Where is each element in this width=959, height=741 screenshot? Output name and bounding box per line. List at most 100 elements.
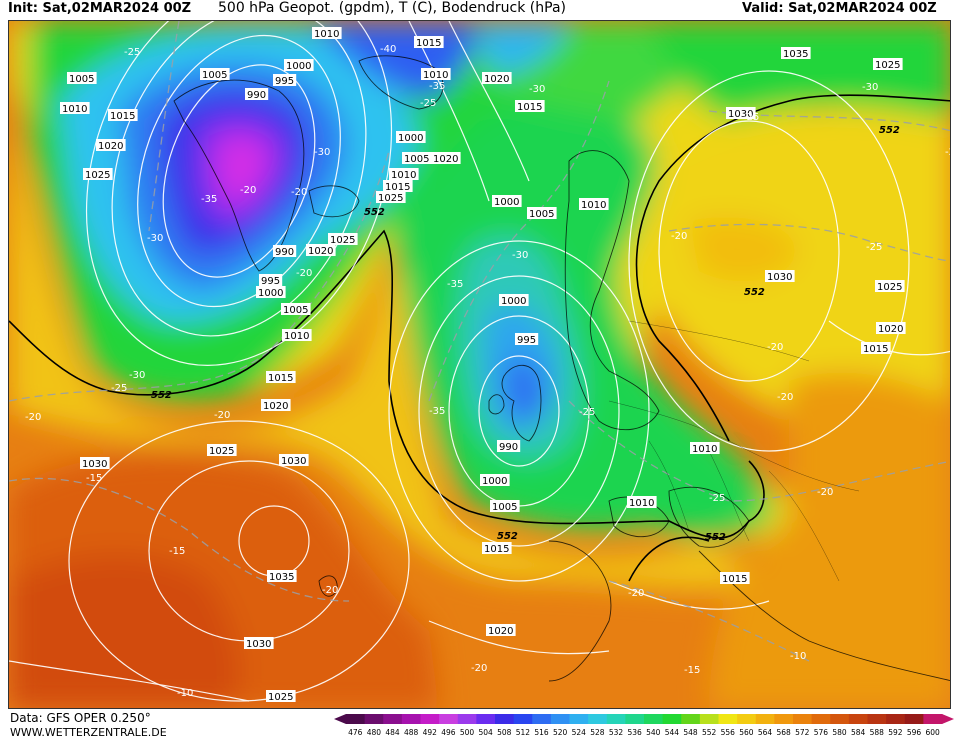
pressure-label-box bbox=[383, 180, 413, 192]
temperature-label: -20 bbox=[214, 410, 230, 421]
pressure-label-text: 1030 bbox=[246, 639, 271, 650]
temperature-label: -20 bbox=[471, 663, 487, 674]
pressure-label: 990 bbox=[497, 440, 521, 453]
temperature-label-text: -20 bbox=[767, 342, 783, 353]
pressure-label-text: 1010 bbox=[581, 200, 606, 211]
pressure-label-text: 1005 bbox=[404, 154, 429, 165]
temperature-label: -20 bbox=[25, 412, 41, 423]
temperature-label-text: -15 bbox=[169, 546, 185, 557]
temperature-label-text: -30 bbox=[512, 250, 528, 261]
pressure-label: 1030 bbox=[80, 457, 110, 470]
pressure-label: 1020 bbox=[96, 139, 126, 152]
pressure-label-text: 1010 bbox=[284, 331, 309, 342]
pressure-label-text: 1015 bbox=[517, 102, 542, 113]
colorbar-tick-label: 544 bbox=[665, 728, 680, 737]
temperature-label: -25 bbox=[420, 98, 436, 109]
pressure-label-box bbox=[245, 88, 269, 100]
pressure-label: 1015 bbox=[414, 36, 444, 49]
pressure-label-text: 995 bbox=[261, 276, 280, 287]
colorbar-tick-label: 548 bbox=[683, 728, 698, 737]
pressure-label-box bbox=[876, 322, 906, 334]
pressure-label-box bbox=[67, 72, 97, 84]
pressure-label: 1025 bbox=[266, 690, 296, 703]
pressure-label-text: 1005 bbox=[69, 74, 94, 85]
pressure-label: 1025 bbox=[207, 444, 237, 457]
temperature-label-text: -35 bbox=[201, 194, 217, 205]
pressure-label-box bbox=[266, 690, 296, 702]
temperature-label: -20 bbox=[671, 231, 687, 242]
pressure-label-text: 1015 bbox=[722, 574, 747, 585]
temperature-label: -30 bbox=[129, 370, 145, 381]
temperature-label-text: -40 bbox=[380, 44, 396, 55]
pressure-label-text: 1025 bbox=[85, 170, 110, 181]
site-credit: WWW.WETTERZENTRALE.DE bbox=[10, 726, 167, 739]
pressure-label-text: 1015 bbox=[110, 111, 135, 122]
pressure-label: 1010 bbox=[312, 27, 342, 40]
colorbar-tick-label: 596 bbox=[907, 728, 922, 737]
pressure-label: 1035 bbox=[781, 47, 811, 60]
colorbar-swatch bbox=[718, 714, 738, 724]
colorbar-tick-label: 560 bbox=[739, 728, 754, 737]
pressure-label-text: 995 bbox=[517, 335, 536, 346]
temperature-label: -20 bbox=[767, 342, 783, 353]
pressure-label: 1020 bbox=[876, 322, 906, 335]
pressure-label-box bbox=[765, 270, 795, 282]
pressure-label: 1000 bbox=[284, 59, 314, 72]
pressure-label-text: 1020 bbox=[488, 626, 513, 637]
colorbar-swatch bbox=[848, 714, 868, 724]
isobars bbox=[9, 21, 950, 702]
colorbar-tick-label: 480 bbox=[367, 728, 382, 737]
pressure-label-box bbox=[376, 191, 406, 203]
temperature-label-text: -25 bbox=[420, 98, 436, 109]
geopotential-label: 552 bbox=[364, 207, 385, 218]
colorbar-swatch bbox=[439, 714, 459, 724]
pressure-label-box bbox=[861, 342, 891, 354]
pressure-label-text: 1005 bbox=[202, 70, 227, 81]
temperature-label-text: -20 bbox=[25, 412, 41, 423]
temperature-label: -20 bbox=[777, 392, 793, 403]
temperature-label: -25 bbox=[866, 242, 882, 253]
pressure-label-text: 1025 bbox=[877, 282, 902, 293]
pressure-label: 1020 bbox=[431, 152, 461, 165]
geopotential-label: 552 bbox=[879, 125, 900, 136]
colorbar-swatch bbox=[401, 714, 421, 724]
pressure-label-box bbox=[627, 496, 657, 508]
pressure-label-text: 1010 bbox=[62, 104, 87, 115]
temperature-label: -15 bbox=[86, 473, 102, 484]
data-source: Data: GFS OPER 0.250° bbox=[10, 711, 151, 725]
pressure-label-text: 1000 bbox=[398, 133, 423, 144]
colorbar-tick-label: 588 bbox=[870, 728, 885, 737]
temperature-label-text: -20 bbox=[671, 231, 687, 242]
temperature-label-text: -25 bbox=[866, 242, 882, 253]
pressure-label-text: 1030 bbox=[767, 272, 792, 283]
geopotential-label-text: 552 bbox=[364, 207, 385, 218]
pressure-label: 1015 bbox=[861, 342, 891, 355]
temperature-label: -30 bbox=[862, 82, 878, 93]
temperature-label: -35 bbox=[429, 81, 445, 92]
colorbar-swatch bbox=[550, 714, 570, 724]
pressure-label-text: 1000 bbox=[258, 288, 283, 299]
geopotential-label-text: 552 bbox=[744, 287, 765, 298]
colorbar-swatch bbox=[644, 714, 664, 724]
colorbar-tick-label: 528 bbox=[590, 728, 605, 737]
pressure-label: 1015 bbox=[108, 109, 138, 122]
colorbar-swatch bbox=[681, 714, 701, 724]
pressure-label-text: 1000 bbox=[482, 476, 507, 487]
colorbar-tick-label: 568 bbox=[777, 728, 792, 737]
pressure-label: 1020 bbox=[261, 399, 291, 412]
pressure-label: 1015 bbox=[720, 572, 750, 585]
colorbar-tick-label: 484 bbox=[385, 728, 400, 737]
pressure-label-text: 1010 bbox=[391, 170, 416, 181]
pressure-label-text: 1030 bbox=[82, 459, 107, 470]
temperature-label-text: -30 bbox=[862, 82, 878, 93]
pressure-label-text: 1010 bbox=[692, 444, 717, 455]
pressure-label-box bbox=[781, 47, 811, 59]
temperature-label-text: -20 bbox=[777, 392, 793, 403]
pressure-label-box bbox=[482, 542, 512, 554]
color-scale: 476 480 484 488 492 496 500 504 508 512 516 520 524 5… bbox=[334, 714, 954, 737]
pressure-label: 1000 bbox=[256, 286, 286, 299]
pressure-label-box bbox=[328, 233, 358, 245]
pressure-label-text: 1015 bbox=[484, 544, 509, 555]
temperature-label: -25 bbox=[709, 493, 725, 504]
valid-time: Valid: Sat,02MAR2024 00Z bbox=[742, 1, 937, 16]
